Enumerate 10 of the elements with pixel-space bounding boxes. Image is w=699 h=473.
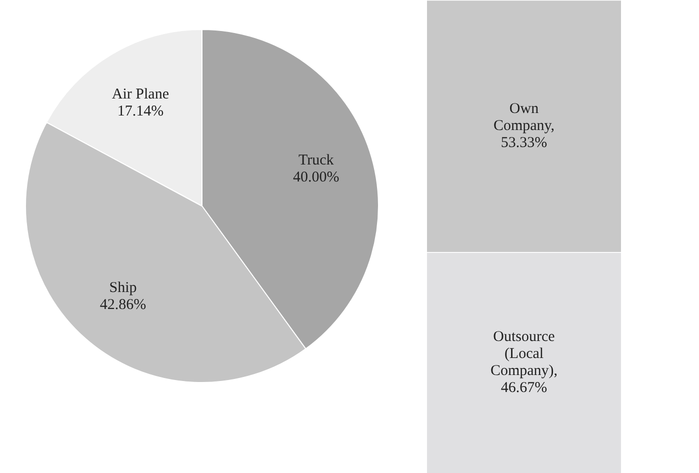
series-label: Outsource (Local Company), bbox=[490, 329, 558, 380]
series-label: Own Company, bbox=[493, 101, 555, 134]
data-label: 17.14% bbox=[117, 103, 164, 120]
data-label: 42.86% bbox=[100, 296, 146, 313]
data-label: 40.00% bbox=[293, 169, 340, 186]
data-label: 46.67% bbox=[500, 380, 548, 396]
data-label: 53.33% bbox=[500, 135, 548, 152]
slice-label: Ship bbox=[109, 280, 137, 296]
slice-label: Truck bbox=[298, 152, 334, 168]
slice-label: Air Plane bbox=[112, 86, 170, 102]
